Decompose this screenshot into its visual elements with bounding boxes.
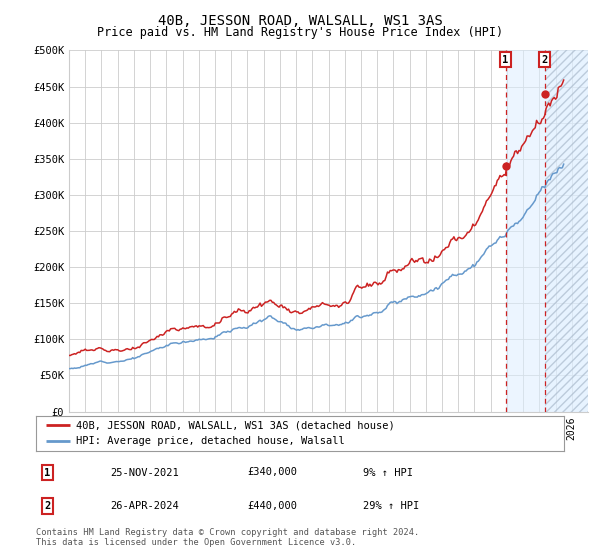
Text: Price paid vs. HM Land Registry's House Price Index (HPI): Price paid vs. HM Land Registry's House … [97,26,503,39]
Text: £440,000: £440,000 [247,501,297,511]
Text: 40B, JESSON ROAD, WALSALL, WS1 3AS: 40B, JESSON ROAD, WALSALL, WS1 3AS [158,14,442,28]
Text: £340,000: £340,000 [247,468,297,478]
Text: This data is licensed under the Open Government Licence v3.0.: This data is licensed under the Open Gov… [36,538,356,547]
Bar [545,50,588,412]
Text: 1: 1 [502,55,509,65]
Text: 29% ↑ HPI: 29% ↑ HPI [364,501,419,511]
Bar [506,50,545,412]
Text: 1: 1 [44,468,51,478]
Text: HPI: Average price, detached house, Walsall: HPI: Average price, detached house, Wals… [76,436,344,446]
Text: 25-NOV-2021: 25-NOV-2021 [110,468,179,478]
Text: Contains HM Land Registry data © Crown copyright and database right 2024.: Contains HM Land Registry data © Crown c… [36,528,419,536]
Text: 2: 2 [44,501,51,511]
Text: 40B, JESSON ROAD, WALSALL, WS1 3AS (detached house): 40B, JESSON ROAD, WALSALL, WS1 3AS (deta… [76,421,394,431]
Text: 9% ↑ HPI: 9% ↑ HPI [364,468,413,478]
Text: 26-APR-2024: 26-APR-2024 [110,501,179,511]
Text: 2: 2 [542,55,548,65]
